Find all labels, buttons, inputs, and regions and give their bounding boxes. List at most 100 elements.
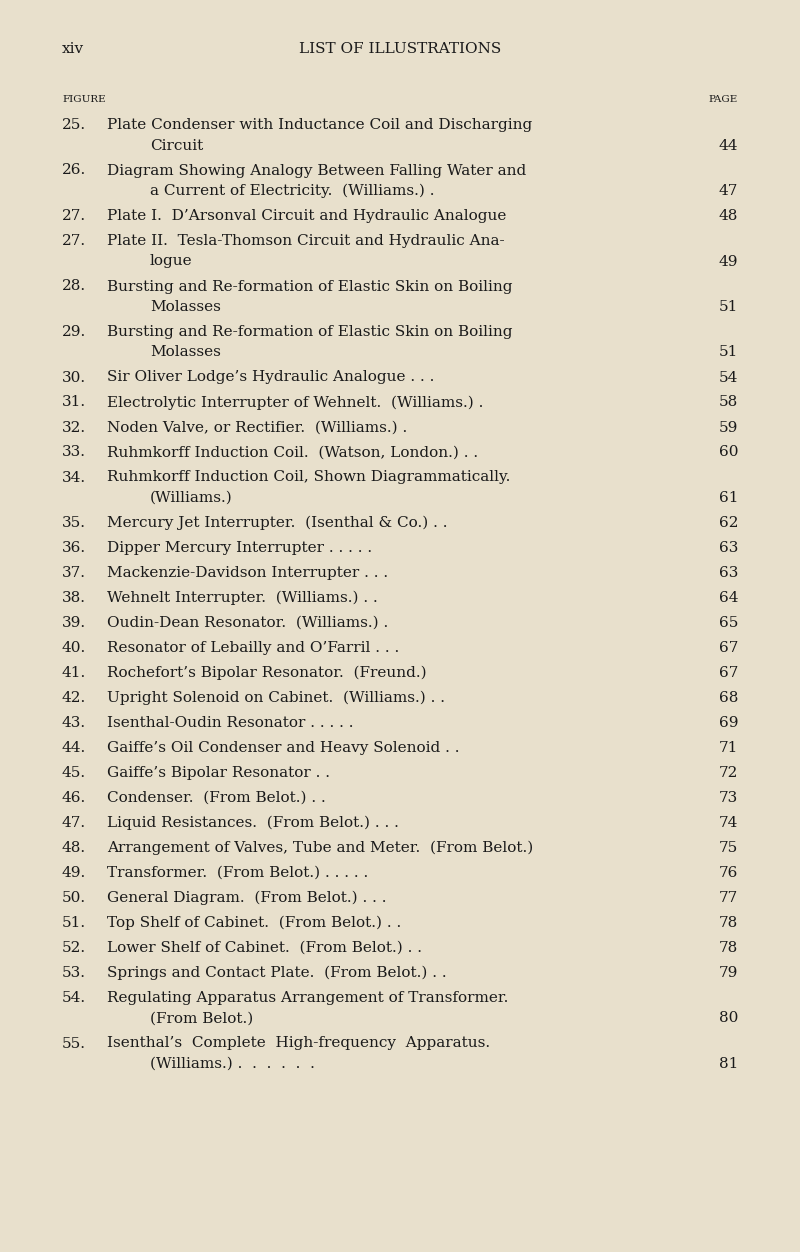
Text: 74: 74 — [718, 816, 738, 830]
Text: 54.: 54. — [62, 992, 86, 1005]
Text: 33.: 33. — [62, 446, 86, 459]
Text: 72: 72 — [718, 766, 738, 780]
Text: Plate II.  Tesla-Thomson Circuit and Hydraulic Ana-: Plate II. Tesla-Thomson Circuit and Hydr… — [107, 234, 505, 248]
Text: Plate Condenser with Inductance Coil and Discharging: Plate Condenser with Inductance Coil and… — [107, 118, 532, 131]
Text: Liquid Resistances.  (From Belot.) . . .: Liquid Resistances. (From Belot.) . . . — [107, 816, 399, 830]
Text: 51: 51 — [718, 300, 738, 314]
Text: Electrolytic Interrupter of Wehnelt.  (Williams.) .: Electrolytic Interrupter of Wehnelt. (Wi… — [107, 396, 483, 409]
Text: 45.: 45. — [62, 766, 86, 780]
Text: 46.: 46. — [62, 791, 86, 805]
Text: LIST OF ILLUSTRATIONS: LIST OF ILLUSTRATIONS — [299, 43, 501, 56]
Text: 25.: 25. — [62, 118, 86, 131]
Text: (Williams.): (Williams.) — [150, 491, 233, 505]
Text: xiv: xiv — [62, 43, 84, 56]
Text: Rochefort’s Bipolar Resonator.  (Freund.): Rochefort’s Bipolar Resonator. (Freund.) — [107, 666, 426, 680]
Text: Springs and Contact Plate.  (From Belot.) . .: Springs and Contact Plate. (From Belot.)… — [107, 967, 446, 980]
Text: Mercury Jet Interrupter.  (Isenthal & Co.) . .: Mercury Jet Interrupter. (Isenthal & Co.… — [107, 516, 447, 531]
Text: 71: 71 — [718, 741, 738, 755]
Text: Plate I.  D’Arsonval Circuit and Hydraulic Analogue: Plate I. D’Arsonval Circuit and Hydrauli… — [107, 209, 506, 223]
Text: PAGE: PAGE — [709, 95, 738, 104]
Text: Bursting and Re-formation of Elastic Skin on Boiling: Bursting and Re-formation of Elastic Ski… — [107, 279, 513, 293]
Text: 59: 59 — [718, 421, 738, 434]
Text: 49.: 49. — [62, 866, 86, 880]
Text: Resonator of Lebailly and O’Farril . . .: Resonator of Lebailly and O’Farril . . . — [107, 641, 399, 655]
Text: 41.: 41. — [62, 666, 86, 680]
Text: 26.: 26. — [62, 164, 86, 178]
Text: Isenthal’s  Complete  High-frequency  Apparatus.: Isenthal’s Complete High-frequency Appar… — [107, 1037, 490, 1050]
Text: 40.: 40. — [62, 641, 86, 655]
Text: Gaiffe’s Oil Condenser and Heavy Solenoid . .: Gaiffe’s Oil Condenser and Heavy Solenoi… — [107, 741, 459, 755]
Text: 68: 68 — [718, 691, 738, 705]
Text: Isenthal-Oudin Resonator . . . . .: Isenthal-Oudin Resonator . . . . . — [107, 716, 354, 730]
Text: Regulating Apparatus Arrangement of Transformer.: Regulating Apparatus Arrangement of Tran… — [107, 992, 508, 1005]
Text: 52.: 52. — [62, 942, 86, 955]
Text: Oudin-Dean Resonator.  (Williams.) .: Oudin-Dean Resonator. (Williams.) . — [107, 616, 388, 630]
Text: 67: 67 — [718, 641, 738, 655]
Text: 32.: 32. — [62, 421, 86, 434]
Text: 80: 80 — [718, 1012, 738, 1025]
Text: (Williams.) .  .  .  .  .  .: (Williams.) . . . . . . — [150, 1057, 315, 1070]
Text: 27.: 27. — [62, 209, 86, 223]
Text: 73: 73 — [718, 791, 738, 805]
Text: Lower Shelf of Cabinet.  (From Belot.) . .: Lower Shelf of Cabinet. (From Belot.) . … — [107, 942, 422, 955]
Text: Arrangement of Valves, Tube and Meter.  (From Belot.): Arrangement of Valves, Tube and Meter. (… — [107, 841, 534, 855]
Text: 39.: 39. — [62, 616, 86, 630]
Text: Gaiffe’s Bipolar Resonator . .: Gaiffe’s Bipolar Resonator . . — [107, 766, 330, 780]
Text: 35.: 35. — [62, 516, 86, 530]
Text: Ruhmkorff Induction Coil.  (Watson, London.) . .: Ruhmkorff Induction Coil. (Watson, Londo… — [107, 446, 478, 459]
Text: 58: 58 — [718, 396, 738, 409]
Text: 47: 47 — [718, 184, 738, 198]
Text: 53.: 53. — [62, 967, 86, 980]
Text: 37.: 37. — [62, 566, 86, 580]
Text: 48.: 48. — [62, 841, 86, 855]
Text: 50.: 50. — [62, 891, 86, 905]
Text: 78: 78 — [718, 916, 738, 930]
Text: 75: 75 — [718, 841, 738, 855]
Text: Molasses: Molasses — [150, 346, 221, 359]
Text: 61: 61 — [718, 491, 738, 505]
Text: 34.: 34. — [62, 471, 86, 485]
Text: Sir Oliver Lodge’s Hydraulic Analogue . . .: Sir Oliver Lodge’s Hydraulic Analogue . … — [107, 371, 434, 384]
Text: 31.: 31. — [62, 396, 86, 409]
Text: 76: 76 — [718, 866, 738, 880]
Text: (From Belot.): (From Belot.) — [150, 1012, 254, 1025]
Text: Condenser.  (From Belot.) . .: Condenser. (From Belot.) . . — [107, 791, 326, 805]
Text: 81: 81 — [718, 1057, 738, 1070]
Text: 69: 69 — [718, 716, 738, 730]
Text: Wehnelt Interrupter.  (Williams.) . .: Wehnelt Interrupter. (Williams.) . . — [107, 591, 378, 606]
Text: Noden Valve, or Rectifier.  (Williams.) .: Noden Valve, or Rectifier. (Williams.) . — [107, 421, 407, 434]
Text: Upright Solenoid on Cabinet.  (Williams.) . .: Upright Solenoid on Cabinet. (Williams.)… — [107, 691, 445, 705]
Text: 77: 77 — [718, 891, 738, 905]
Text: 47.: 47. — [62, 816, 86, 830]
Text: a Current of Electricity.  (Williams.) .: a Current of Electricity. (Williams.) . — [150, 184, 434, 198]
Text: Top Shelf of Cabinet.  (From Belot.) . .: Top Shelf of Cabinet. (From Belot.) . . — [107, 916, 402, 930]
Text: 63: 63 — [718, 541, 738, 555]
Text: 60: 60 — [718, 446, 738, 459]
Text: 65: 65 — [718, 616, 738, 630]
Text: 48: 48 — [718, 209, 738, 223]
Text: 62: 62 — [718, 516, 738, 530]
Text: 27.: 27. — [62, 234, 86, 248]
Text: General Diagram.  (From Belot.) . . .: General Diagram. (From Belot.) . . . — [107, 891, 386, 905]
Text: 42.: 42. — [62, 691, 86, 705]
Text: Diagram Showing Analogy Between Falling Water and: Diagram Showing Analogy Between Falling … — [107, 164, 526, 178]
Text: Mackenzie-Davidson Interrupter . . .: Mackenzie-Davidson Interrupter . . . — [107, 566, 388, 580]
Text: 44.: 44. — [62, 741, 86, 755]
Text: Circuit: Circuit — [150, 139, 203, 153]
Text: 67: 67 — [718, 666, 738, 680]
Text: FIGURE: FIGURE — [62, 95, 106, 104]
Text: 29.: 29. — [62, 326, 86, 339]
Text: 51.: 51. — [62, 916, 86, 930]
Text: 43.: 43. — [62, 716, 86, 730]
Text: 28.: 28. — [62, 279, 86, 293]
Text: 51: 51 — [718, 346, 738, 359]
Text: Dipper Mercury Interrupter . . . . .: Dipper Mercury Interrupter . . . . . — [107, 541, 372, 555]
Text: 38.: 38. — [62, 591, 86, 605]
Text: 55.: 55. — [62, 1037, 86, 1050]
Text: 54: 54 — [718, 371, 738, 384]
Text: 44: 44 — [718, 139, 738, 153]
Text: Transformer.  (From Belot.) . . . . .: Transformer. (From Belot.) . . . . . — [107, 866, 368, 880]
Text: 79: 79 — [718, 967, 738, 980]
Text: Molasses: Molasses — [150, 300, 221, 314]
Text: 30.: 30. — [62, 371, 86, 384]
